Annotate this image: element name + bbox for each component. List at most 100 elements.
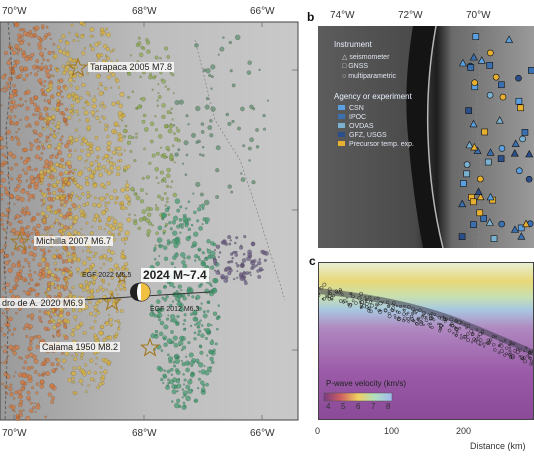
hypocenter-dot bbox=[483, 345, 486, 348]
seismicity-dot bbox=[18, 409, 22, 413]
seismicity-dot bbox=[14, 275, 18, 279]
seismicity-dot bbox=[39, 157, 43, 161]
hypocenter-dot bbox=[460, 321, 463, 324]
seismicity-dot bbox=[202, 313, 208, 319]
seismicity-dot bbox=[91, 103, 97, 109]
station-triangle-icon bbox=[458, 58, 467, 67]
seismicity-dot bbox=[118, 152, 122, 157]
seismicity-dot bbox=[93, 379, 96, 382]
seismicity-dot bbox=[206, 300, 210, 304]
seismicity-dot bbox=[197, 306, 202, 311]
seismicity-dot bbox=[28, 245, 31, 249]
seismicity-dot bbox=[0, 218, 4, 222]
seismicity-dot bbox=[235, 262, 238, 265]
seismicity-dot bbox=[181, 260, 186, 265]
hypocenter-dot bbox=[325, 294, 329, 299]
seismicity-dot bbox=[192, 309, 198, 315]
seismicity-dot bbox=[145, 192, 148, 195]
seismicity-dot bbox=[100, 278, 103, 282]
seismicity-dot bbox=[180, 348, 184, 352]
seismicity-dot bbox=[166, 369, 171, 374]
seismicity-dot bbox=[187, 379, 193, 385]
seismicity-dot bbox=[37, 42, 42, 47]
seismicity-dot bbox=[67, 257, 72, 263]
seismicity-dot bbox=[56, 85, 62, 90]
seismicity-dot bbox=[102, 369, 108, 375]
seismicity-dot bbox=[181, 396, 184, 399]
seismicity-dot bbox=[173, 132, 176, 135]
seismicity-dot bbox=[82, 33, 85, 36]
seismicity-dot bbox=[65, 311, 71, 316]
hypocenter-dot bbox=[444, 318, 448, 321]
earthquake-star-icon bbox=[115, 271, 129, 284]
seismicity-dot bbox=[164, 223, 169, 227]
seismicity-dot bbox=[173, 243, 179, 249]
seismicity-dot bbox=[0, 170, 3, 173]
legend-agency-item: OVDAS bbox=[338, 123, 374, 130]
seismicity-dot bbox=[125, 187, 130, 192]
seismicity-dot bbox=[95, 356, 98, 360]
seismicity-dot bbox=[151, 224, 154, 227]
seismicity-dot bbox=[179, 205, 183, 209]
seismicity-dot bbox=[0, 223, 4, 227]
seismicity-dot bbox=[106, 74, 112, 80]
seismicity-dot bbox=[72, 381, 76, 384]
seismicity-dot bbox=[210, 75, 214, 78]
seismicity-dot bbox=[33, 402, 36, 405]
seismicity-dot bbox=[202, 68, 207, 72]
seismicity-dot bbox=[61, 358, 67, 364]
seismicity-dot bbox=[187, 200, 191, 204]
hypocenter-dot bbox=[359, 300, 365, 305]
seismicity-dot bbox=[1, 382, 4, 386]
seismicity-dot bbox=[23, 147, 28, 152]
seismicity-dot bbox=[45, 233, 48, 236]
seismicity-dot bbox=[89, 27, 95, 32]
hypocenter-dot bbox=[418, 308, 422, 312]
seismicity-dot bbox=[42, 127, 46, 131]
seismicity-dot bbox=[197, 325, 201, 329]
seismicity-dot bbox=[81, 383, 83, 386]
hypocenter-dot bbox=[508, 349, 512, 353]
seismicity-dot bbox=[124, 230, 130, 236]
seismicity-dot bbox=[242, 144, 246, 148]
seismicity-dot bbox=[90, 110, 96, 115]
seismicity-dot bbox=[38, 310, 41, 313]
hypocenter-dot bbox=[359, 291, 364, 296]
hypocenter-dot bbox=[373, 297, 376, 300]
seismicity-dot bbox=[134, 214, 137, 217]
seismicity-dot bbox=[57, 188, 62, 193]
seismicity-dot bbox=[86, 194, 90, 198]
seismicity-dot bbox=[147, 235, 150, 238]
seismicity-dot bbox=[176, 356, 179, 359]
seismicity-dot bbox=[200, 203, 205, 209]
seismicity-dot bbox=[155, 204, 158, 207]
seismicity-dot bbox=[2, 311, 5, 315]
seismicity-dot bbox=[13, 203, 16, 206]
seismicity-dot bbox=[109, 50, 113, 53]
hypocenter-dot bbox=[403, 304, 406, 308]
seismicity-dot bbox=[215, 168, 220, 173]
seismicity-dot bbox=[199, 153, 202, 156]
seismicity-dot bbox=[118, 103, 123, 109]
hypocenter-dot bbox=[391, 303, 394, 306]
seismicity-dot bbox=[55, 162, 60, 167]
seismicity-dot bbox=[104, 321, 110, 326]
seismicity-dot bbox=[78, 196, 82, 200]
seismicity-dot bbox=[101, 210, 106, 216]
seismicity-dot bbox=[172, 318, 178, 324]
seismicity-dot bbox=[47, 183, 51, 187]
seismicity-dot bbox=[176, 128, 181, 133]
hypocenter-dot bbox=[439, 322, 442, 326]
seismicity-dot bbox=[37, 36, 41, 40]
seismicity-dot bbox=[139, 52, 144, 58]
seismicity-dot bbox=[74, 32, 79, 37]
seismicity-dot bbox=[43, 118, 48, 123]
hypocenter-dot bbox=[510, 342, 513, 346]
seismicity-dot bbox=[187, 293, 190, 297]
seismicity-dot bbox=[85, 141, 90, 146]
seismicity-dot bbox=[74, 391, 78, 395]
seismicity-dot bbox=[160, 78, 164, 82]
seismicity-dot bbox=[62, 334, 66, 337]
seismicity-dot bbox=[217, 269, 220, 272]
seismicity-dot bbox=[178, 99, 184, 105]
